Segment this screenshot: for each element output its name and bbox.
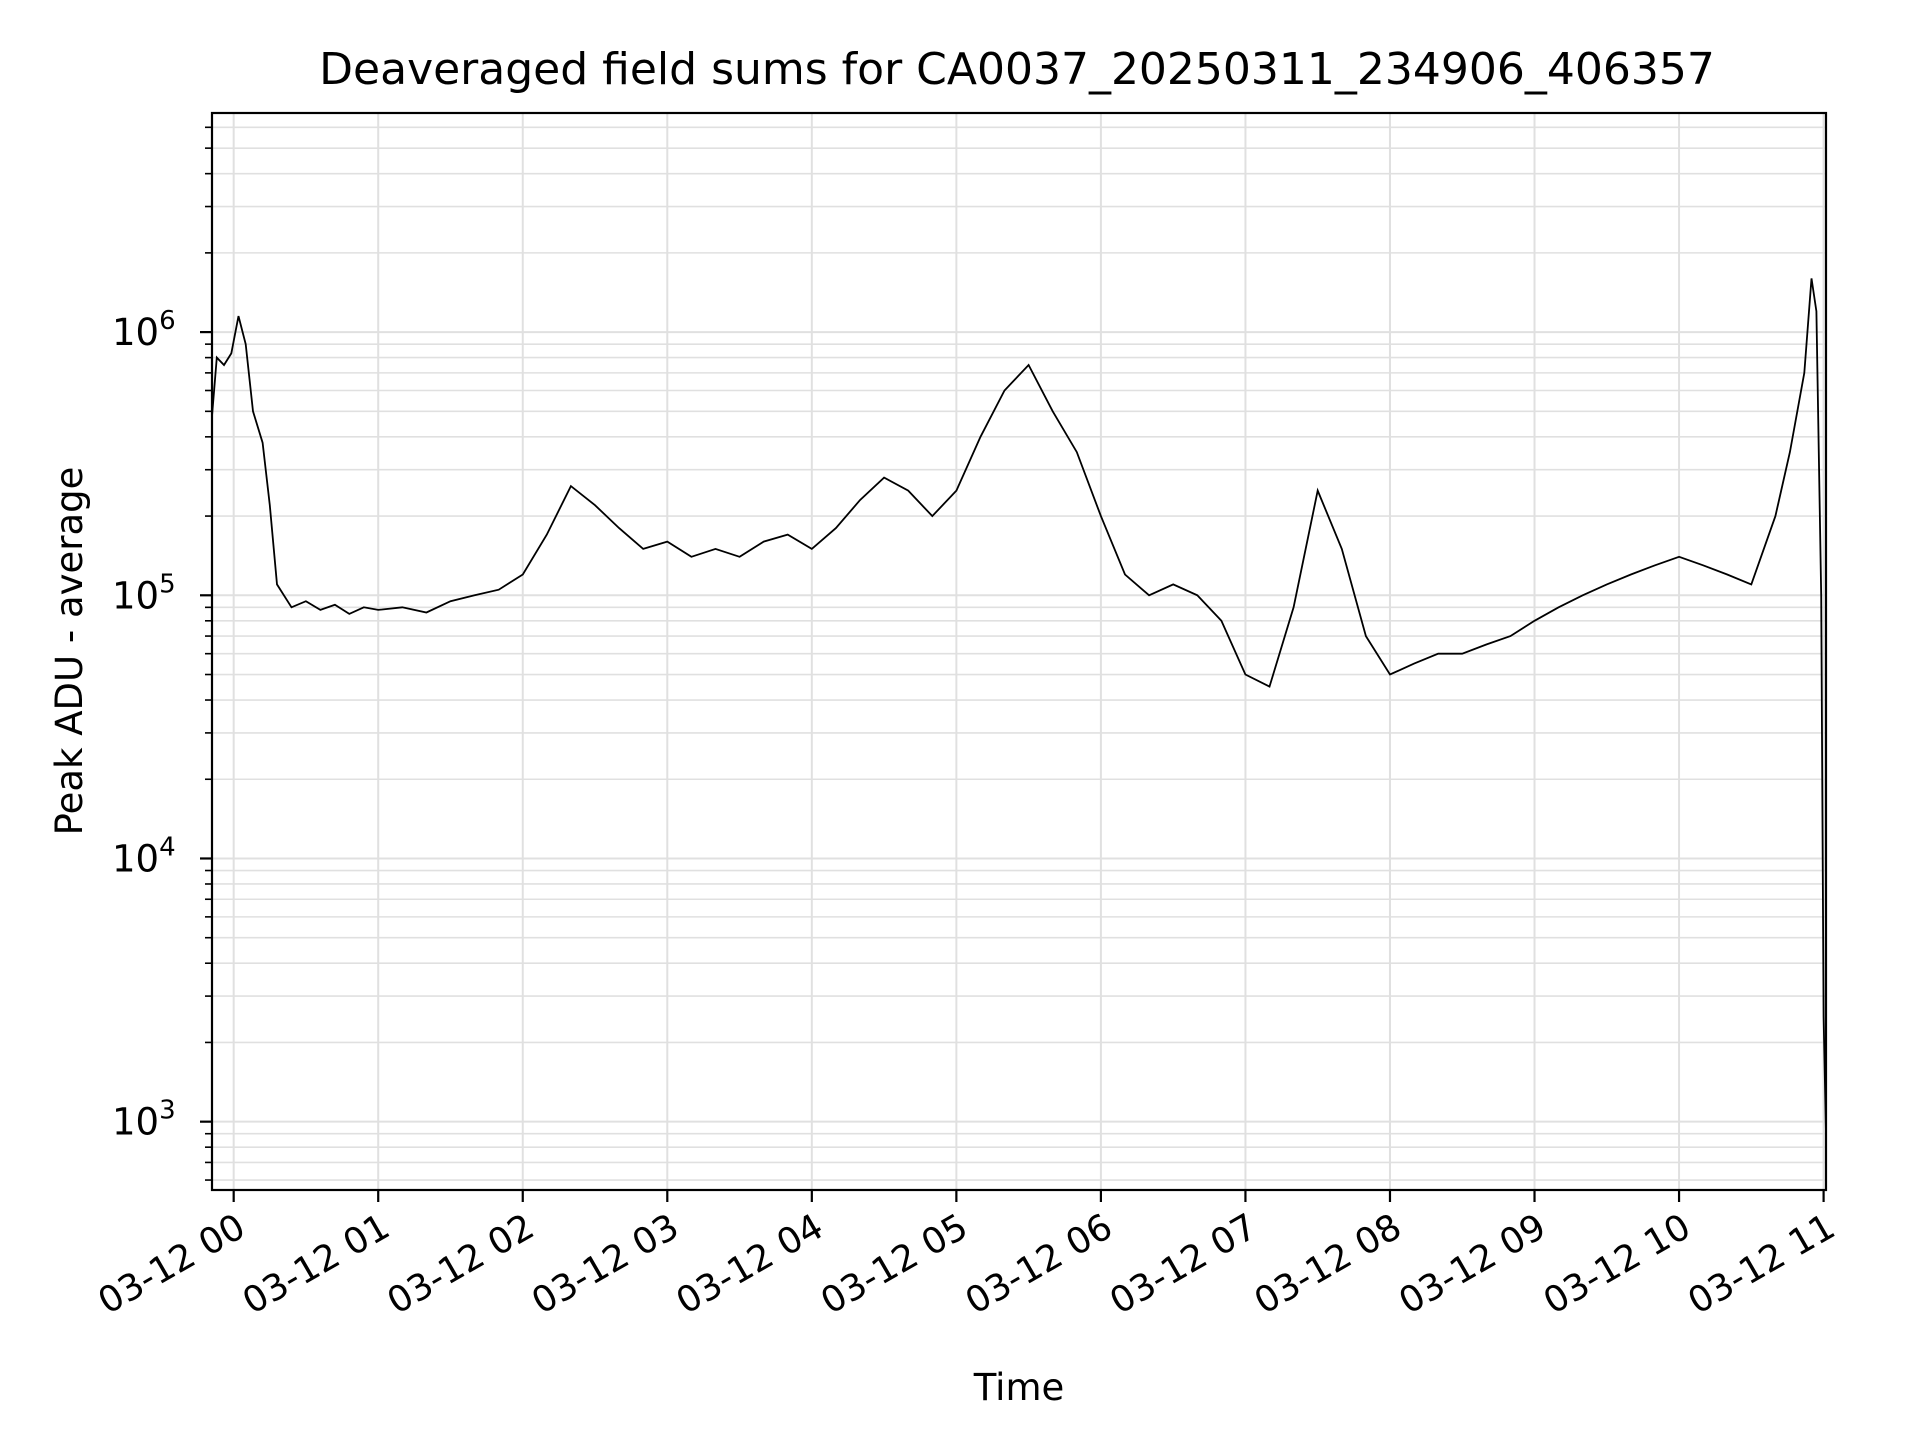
grid (212, 113, 1826, 1190)
x-tick-label: 03-12 02 (381, 1206, 542, 1322)
x-tick-label: 03-12 11 (1681, 1206, 1842, 1322)
x-tick-label: 03-12 09 (1392, 1206, 1553, 1322)
x-tick-label: 03-12 01 (236, 1206, 397, 1322)
plot-area (212, 278, 1826, 1134)
x-axis-label: Time (973, 1366, 1065, 1409)
y-tick-label: 103 (112, 1096, 176, 1144)
y-tick-label: 104 (112, 832, 176, 880)
y-axis-label: Peak ADU - average (48, 467, 91, 836)
x-tick-label: 03-12 06 (959, 1206, 1120, 1322)
y-axis: 103 104 105 106 (112, 126, 212, 1181)
y-tick-label: 105 (112, 569, 176, 617)
x-tick-label: 03-12 00 (92, 1206, 253, 1322)
x-tick-label: 03-12 08 (1248, 1206, 1409, 1322)
series-line (212, 278, 1826, 1134)
plot-frame (210, 111, 1828, 1192)
x-tick-label: 03-12 03 (525, 1206, 686, 1322)
chart-title: Deaveraged field sums for CA0037_2025031… (319, 44, 1715, 95)
x-tick-label: 03-12 07 (1103, 1206, 1264, 1322)
x-tick-label: 03-12 05 (814, 1206, 975, 1322)
x-tick-label: 03-12 04 (670, 1206, 831, 1322)
y-tick-label: 106 (112, 306, 176, 354)
x-tick-label: 03-12 10 (1537, 1206, 1698, 1322)
